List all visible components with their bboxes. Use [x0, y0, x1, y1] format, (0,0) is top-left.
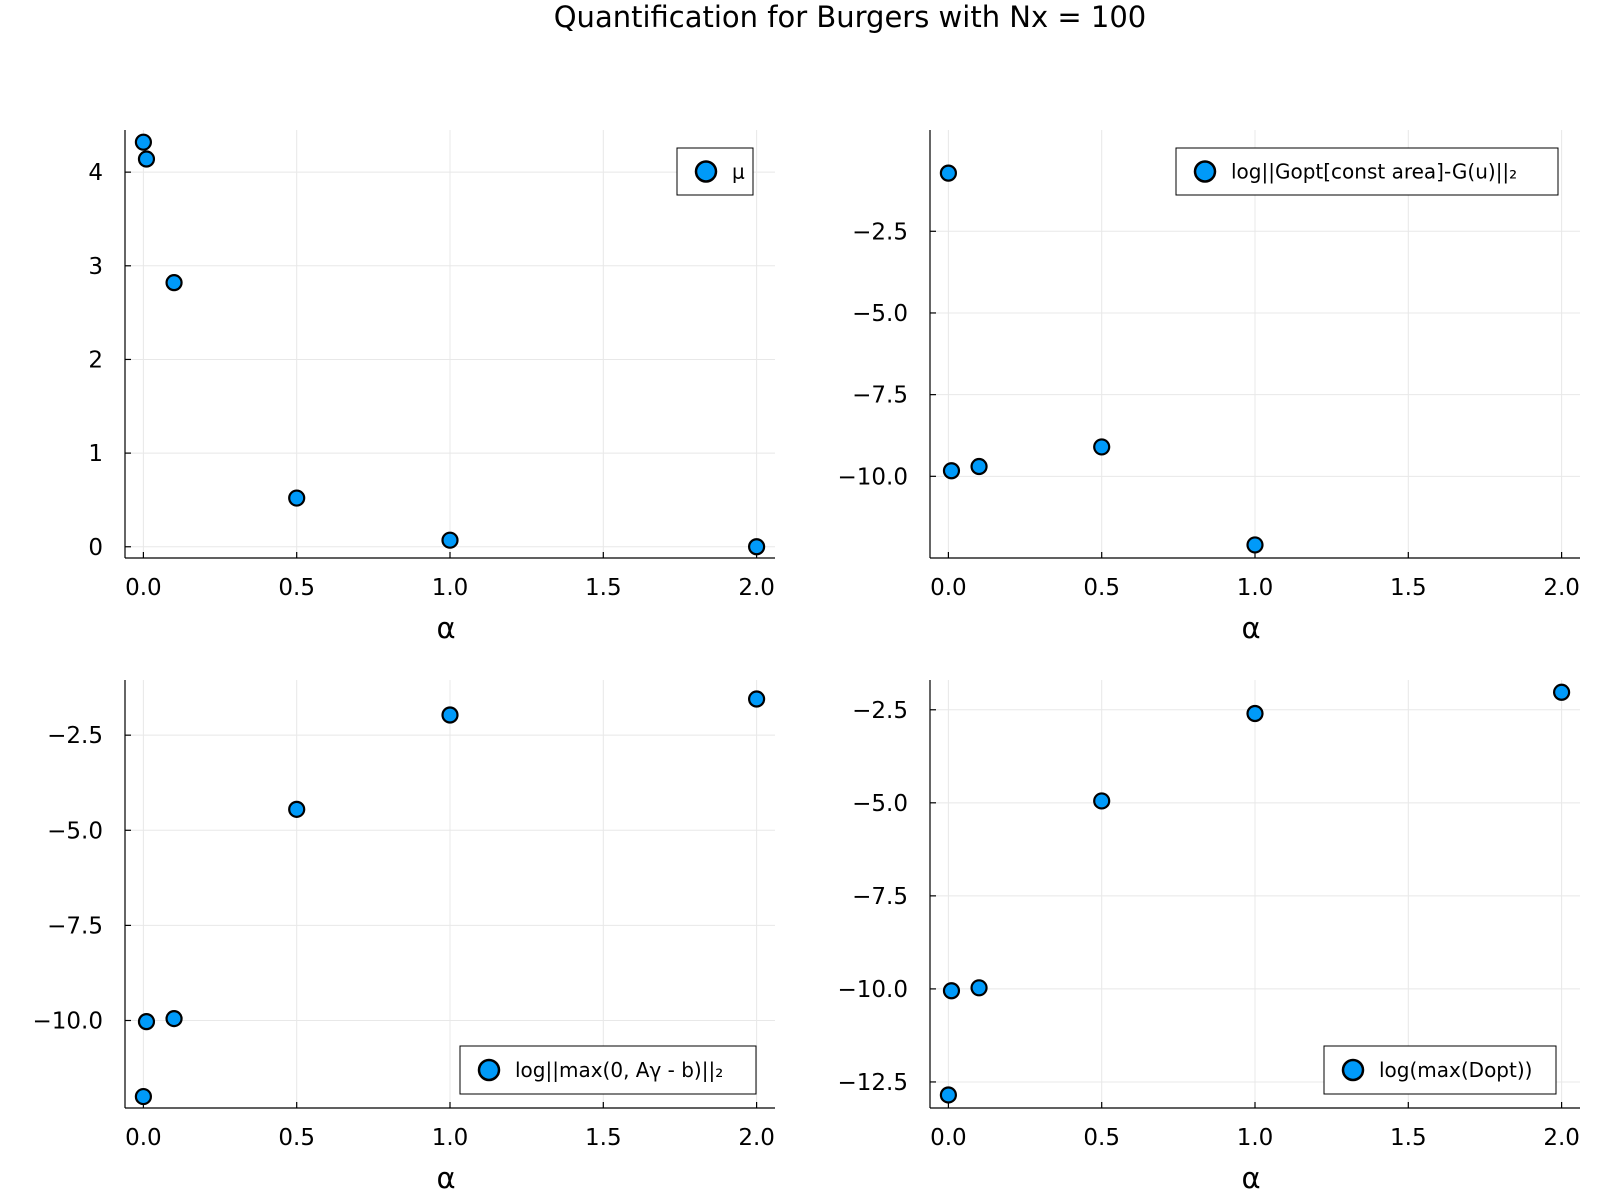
data-point — [1093, 438, 1111, 456]
data-point — [970, 457, 988, 476]
data-point — [942, 982, 961, 1000]
data-point — [137, 1013, 156, 1031]
x-tick-label: 2.0 — [738, 575, 775, 601]
legend-box — [1175, 147, 1559, 196]
x-tick-label: 1.0 — [1237, 575, 1274, 601]
subplot-top-right: 0.0 0.5 1.0 1.5 2.0 −10.0 −7.5 −5.0 −2.5 α log||Go… — [838, 130, 1580, 645]
y-tick-label: −10.0 — [838, 464, 908, 490]
legend-marker — [694, 160, 718, 183]
x-tick-label: 2.0 — [1543, 575, 1580, 601]
x-axis-label: α — [436, 611, 455, 645]
y-tick-label: 0 — [88, 535, 103, 561]
x-tick-label: 1.5 — [585, 575, 622, 601]
y-tick-label: −12.5 — [838, 1070, 908, 1096]
x-axis-label: α — [436, 1161, 455, 1195]
subplot-top-left: 0.0 0.5 1.0 1.5 2.0 0 1 2 3 4 α μ — [88, 130, 775, 645]
x-axis-label: α — [1241, 1161, 1260, 1195]
figure-title: Quantification for Burgers with Nx = 100 — [554, 0, 1147, 34]
subplot-grid: 0.0 0.5 1.0 1.5 2.0 0 1 2 3 4 α μ 0.0 0.5 1.0 1.5 2.0 −10… — [33, 130, 1580, 1195]
y-tick-label: −10.0 — [838, 977, 908, 1003]
legend-marker — [1193, 160, 1217, 183]
x-tick-label: 1.5 — [1390, 1125, 1427, 1151]
data-point — [1553, 683, 1571, 701]
x-tick-label: 0.5 — [278, 1125, 315, 1151]
x-tick-label: 0.0 — [930, 575, 967, 601]
y-tick-label: −2.5 — [852, 219, 908, 245]
y-tick-label: −2.5 — [852, 698, 908, 724]
x-tick-label: 1.5 — [585, 1125, 622, 1151]
x-tick-label: 0.0 — [930, 1125, 967, 1151]
data-point — [134, 133, 152, 151]
x-tick-label: 0.5 — [278, 575, 315, 601]
x-tick-label: 1.0 — [1237, 1125, 1274, 1151]
y-tick-label: 2 — [88, 347, 103, 373]
data-point — [748, 690, 766, 708]
y-tick-label: −5.0 — [852, 301, 908, 327]
x-tick-label: 0.0 — [125, 575, 162, 601]
data-point — [939, 164, 957, 182]
y-tick-label: −7.5 — [852, 383, 908, 409]
x-tick-label: 0.5 — [1083, 575, 1120, 601]
data-point — [165, 1009, 183, 1028]
y-tick-label: −5.0 — [47, 818, 103, 844]
subplot-bottom-right: 0.0 0.5 1.0 1.5 2.0 −12.5 −10.0 −7.5 −5.0 −2.5 α lo… — [838, 680, 1580, 1195]
legend: μ — [676, 147, 754, 196]
legend-box — [459, 1045, 757, 1095]
y-tick-label: 1 — [88, 441, 103, 467]
data-point — [1246, 704, 1264, 723]
data-point — [1246, 536, 1264, 554]
data-point — [288, 489, 306, 507]
data-point — [970, 979, 988, 997]
legend-label: log||Gopt[const area]-G(u)||₂ — [1231, 160, 1517, 184]
y-tick-label: 3 — [88, 254, 103, 280]
legend: log||max(0, Aγ - b)||₂ — [459, 1045, 757, 1095]
y-tick-label: −5.0 — [852, 791, 908, 817]
x-tick-label: 0.0 — [125, 1125, 162, 1151]
data-point — [1093, 792, 1111, 810]
x-tick-label: 0.5 — [1083, 1125, 1120, 1151]
legend-label: μ — [732, 160, 745, 184]
x-axis-label: α — [1241, 611, 1260, 645]
legend-marker — [477, 1058, 501, 1082]
data-point — [288, 800, 306, 818]
legend: log(max(Dopt)) — [1323, 1045, 1557, 1095]
y-tick-label: 4 — [88, 160, 103, 186]
data-point — [134, 1087, 152, 1106]
data-point — [942, 462, 961, 480]
legend: log||Gopt[const area]-G(u)||₂ — [1175, 147, 1559, 196]
x-tick-label: 2.0 — [1543, 1125, 1580, 1151]
legend-marker — [1341, 1058, 1365, 1082]
data-point — [441, 706, 459, 724]
y-tick-label: −2.5 — [47, 723, 103, 749]
legend-label: log(max(Dopt)) — [1379, 1058, 1532, 1082]
y-tick-label: −10.0 — [33, 1008, 103, 1034]
data-point — [748, 538, 766, 556]
x-tick-label: 1.0 — [432, 1125, 469, 1151]
x-tick-label: 1.0 — [432, 575, 469, 601]
y-tick-label: −7.5 — [47, 913, 103, 939]
x-tick-label: 1.5 — [1390, 575, 1427, 601]
legend-label: log||max(0, Aγ - b)||₂ — [515, 1058, 723, 1082]
x-tick-label: 2.0 — [738, 1125, 775, 1151]
data-point — [137, 150, 156, 168]
data-point — [441, 531, 459, 549]
subplot-bottom-left: 0.0 0.5 1.0 1.5 2.0 −10.0 −7.5 −5.0 −2.5 α log||ma… — [33, 680, 775, 1195]
data-point — [165, 274, 183, 292]
y-tick-label: −7.5 — [852, 884, 908, 910]
data-point — [939, 1086, 957, 1104]
